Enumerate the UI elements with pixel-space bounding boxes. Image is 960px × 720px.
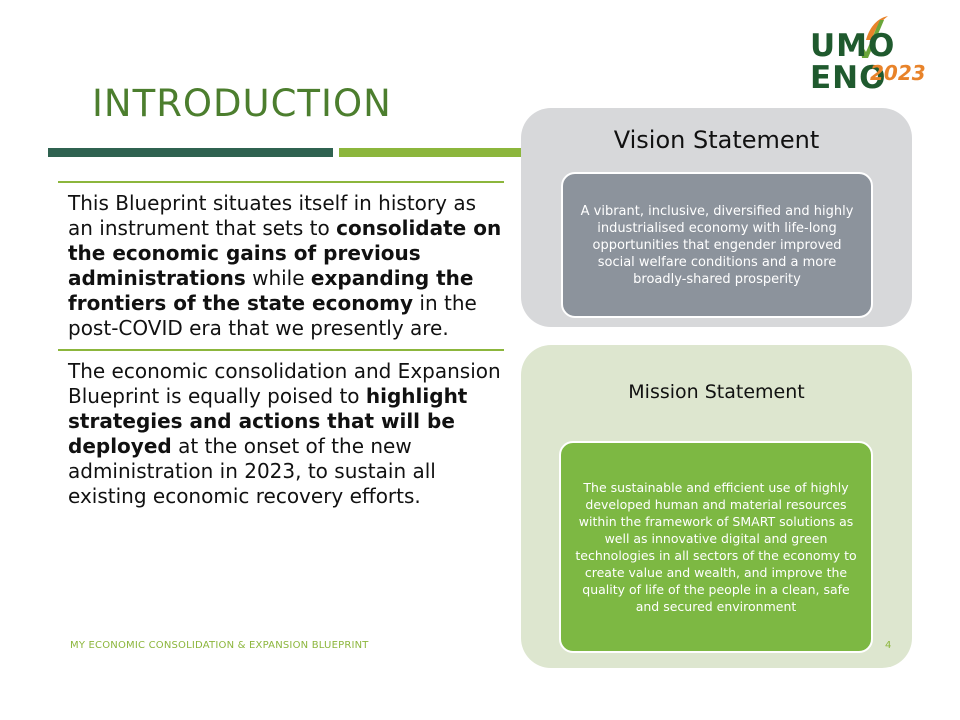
page-number: 4 (885, 640, 892, 651)
paragraph-1-run-3: while (245, 266, 311, 290)
paragraph-2-run-1: The economic consolidation and Expansion… (68, 359, 501, 408)
slide-title: INTRODUCTION (92, 82, 392, 125)
mission-title: Mission Statement (628, 381, 805, 403)
mission-statement-text: The sustainable and efficient use of hig… (575, 480, 857, 614)
body-text: This Blueprint situates itself in histor… (58, 181, 504, 517)
logo-year: 2023 (870, 61, 926, 85)
paragraph-1: This Blueprint situates itself in histor… (58, 181, 504, 349)
campaign-logo-icon: UMO ENO 2023 (808, 14, 928, 96)
paragraph-2: The economic consolidation and Expansion… (58, 349, 504, 517)
title-underline-green (339, 148, 529, 157)
vision-panel: Vision Statement A vibrant, inclusive, d… (521, 108, 912, 327)
logo-swoosh-green (860, 20, 884, 58)
vision-title: Vision Statement (613, 126, 820, 154)
paragraph-2-run-3: at the onset of the new administration i… (68, 434, 436, 508)
footer-text: MY ECONOMIC CONSOLIDATION & EXPANSION BL… (70, 640, 369, 651)
vision-statement-text: A vibrant, inclusive, diversified and hi… (580, 203, 854, 287)
vision-statement-box: A vibrant, inclusive, diversified and hi… (561, 172, 873, 318)
paragraph-1-run-1: This Blueprint situates itself in histor… (68, 191, 476, 240)
paragraph-1-run-2: consolidate on the economic gains of pre… (68, 216, 502, 290)
logo-line2: ENO (810, 60, 886, 94)
logo-line1: UMO (810, 28, 895, 64)
paragraph-1-run-5: in the post-COVID era that we presently … (68, 291, 477, 340)
title-underline-dark (48, 148, 333, 157)
mission-statement-box: The sustainable and efficient use of hig… (559, 441, 873, 653)
paragraph-2-run-2: highlight strategies and actions that wi… (68, 384, 468, 458)
mission-panel: Mission Statement The sustainable and ef… (521, 345, 912, 668)
paragraph-1-run-4: expanding the frontiers of the state eco… (68, 266, 474, 315)
logo-swoosh (866, 16, 888, 40)
